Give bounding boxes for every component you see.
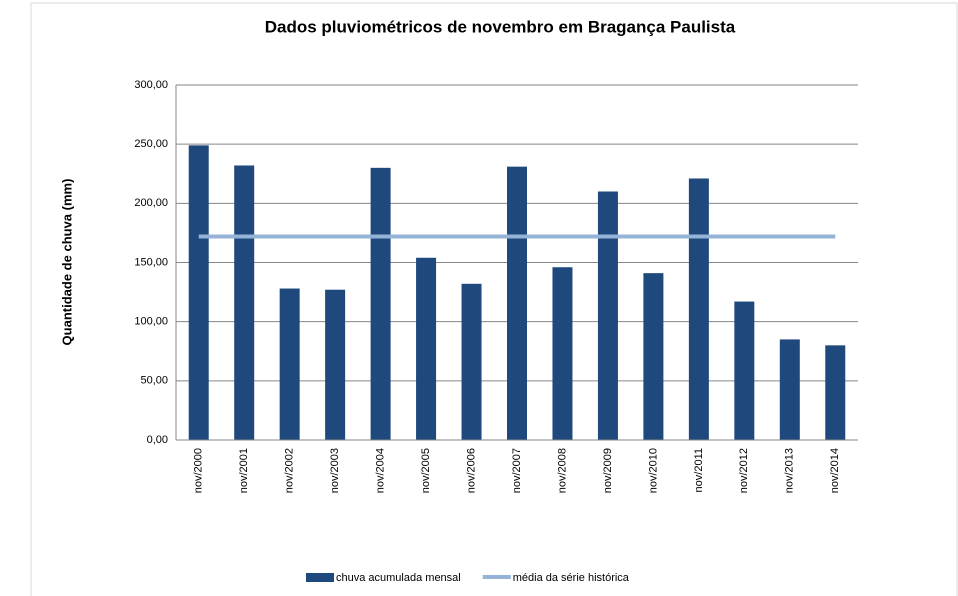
bar xyxy=(734,301,755,440)
bar xyxy=(597,191,618,440)
x-tick-label: nov/2000 xyxy=(193,448,205,493)
x-tick-label: nov/2008 xyxy=(556,448,568,493)
legend-swatch xyxy=(306,573,334,582)
y-tick-label: 50,00 xyxy=(140,375,168,387)
bar xyxy=(643,273,664,440)
x-tick-label: nov/2013 xyxy=(784,448,796,493)
x-tick-label: nov/2001 xyxy=(238,448,250,493)
legend-label: chuva acumulada mensal xyxy=(336,572,461,584)
bar xyxy=(325,289,346,440)
bar xyxy=(234,165,255,440)
bar xyxy=(279,288,300,440)
bar xyxy=(370,167,391,441)
x-tick-label: nov/2012 xyxy=(738,448,750,493)
chart-frame xyxy=(30,2,958,596)
y-tick-label: 250,00 xyxy=(134,138,168,150)
x-tick-label: nov/2003 xyxy=(329,448,341,493)
y-tick-label: 100,00 xyxy=(134,316,168,328)
bar xyxy=(688,178,709,440)
y-tick-label: 200,00 xyxy=(134,197,168,209)
bar xyxy=(188,145,209,440)
x-tick-label: nov/2009 xyxy=(602,448,614,493)
x-tick-label: nov/2005 xyxy=(420,448,432,493)
y-tick-label: 0,00 xyxy=(147,434,168,446)
x-tick-label: nov/2007 xyxy=(511,448,523,493)
y-tick-label: 300,00 xyxy=(134,79,168,91)
x-tick-label: nov/2011 xyxy=(693,448,705,492)
bar xyxy=(461,283,482,440)
x-tick-label: nov/2002 xyxy=(284,448,296,493)
bar xyxy=(779,339,800,440)
bar xyxy=(825,345,846,440)
chart-title: Dados pluviométricos de novembro em Brag… xyxy=(265,17,736,36)
bar xyxy=(416,257,437,440)
bar xyxy=(507,166,527,440)
y-tick-label: 150,00 xyxy=(134,256,168,268)
y-axis-title: Quantidade de chuva (mm) xyxy=(59,179,74,346)
x-tick-label: nov/2014 xyxy=(829,448,841,493)
x-tick-label: nov/2004 xyxy=(375,448,387,493)
x-tick-label: nov/2010 xyxy=(647,448,659,493)
bar xyxy=(552,267,573,440)
legend-label: média da série histórica xyxy=(513,572,630,584)
x-tick-label: nov/2006 xyxy=(465,448,477,493)
